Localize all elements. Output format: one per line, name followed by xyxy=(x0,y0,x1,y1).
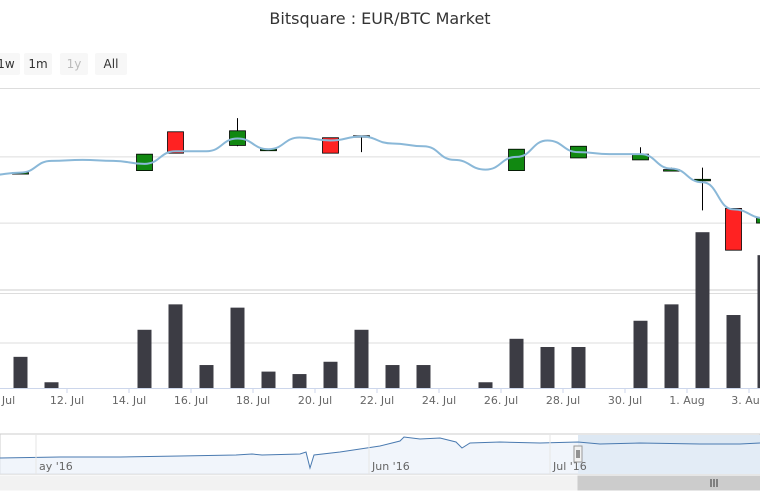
candle-down xyxy=(322,137,339,154)
x-tick-label: 1. Aug xyxy=(669,394,704,407)
volume-bar xyxy=(137,329,152,388)
navigator-scrollbar-track xyxy=(0,475,760,491)
navigator-label: Jul '16 xyxy=(552,460,587,473)
x-tick-label: 14. Jul xyxy=(112,394,146,407)
navigator-handle[interactable] xyxy=(573,445,583,463)
candle-up xyxy=(508,148,525,171)
x-tick-label: 30. Jul xyxy=(608,394,642,407)
navigator-label: Jun '16 xyxy=(371,460,410,473)
x-tick-label: 3. Aug xyxy=(731,394,760,407)
navigator-label: ay '16 xyxy=(39,460,73,473)
sma-series xyxy=(0,135,760,219)
x-tick-label: 20. Jul xyxy=(298,394,332,407)
candle-down xyxy=(167,131,184,154)
volume-bar xyxy=(571,347,586,388)
volume-bar xyxy=(664,304,679,388)
volume-bar xyxy=(354,329,369,388)
navigator[interactable]: ay '16 Jun '16 Jul '16 xyxy=(0,433,760,491)
volume-bar xyxy=(695,232,710,388)
volume-bar xyxy=(261,371,276,388)
volume-bar xyxy=(168,304,183,388)
candle-down xyxy=(725,208,742,251)
navigator-scrollbar-thumb[interactable] xyxy=(577,475,760,491)
volume-bar xyxy=(633,320,648,388)
volume-bar xyxy=(13,356,28,388)
range-button-1y[interactable]: 1y xyxy=(60,53,88,75)
range-button-all[interactable]: All xyxy=(95,53,127,75)
range-button-1m[interactable]: 1m xyxy=(24,53,52,75)
candle-up xyxy=(756,217,760,224)
volume-bar xyxy=(757,255,760,388)
grid-lines xyxy=(0,88,760,389)
volume-bar xyxy=(540,347,555,388)
volume-bar xyxy=(292,374,307,388)
volume-series xyxy=(13,232,760,388)
navigator-line xyxy=(0,436,760,470)
volume-bar xyxy=(726,315,741,388)
x-tick-label: 24. Jul xyxy=(422,394,456,407)
x-tick-label: 12. Jul xyxy=(50,394,84,407)
x-tick-label: 22. Jul xyxy=(360,394,394,407)
x-tick-label: 26. Jul xyxy=(484,394,518,407)
volume-bar xyxy=(44,382,59,388)
x-tick-label: 16. Jul xyxy=(174,394,208,407)
navigator-area xyxy=(0,437,760,474)
candlestick-series xyxy=(12,118,760,251)
volume-bar xyxy=(199,365,214,388)
volume-bar xyxy=(230,307,245,388)
volume-bar xyxy=(416,365,431,388)
range-button-1w[interactable]: 1w xyxy=(0,53,20,75)
volume-bar xyxy=(385,365,400,388)
x-tick-label: 28. Jul xyxy=(546,394,580,407)
x-axis: 12. Jul 14. Jul 16. Jul 18. Jul 20. Jul 22. J… xyxy=(0,388,760,407)
x-tick-label: 18. Jul xyxy=(236,394,270,407)
volume-bar xyxy=(509,338,524,388)
sma-line xyxy=(0,135,760,219)
volume-bar xyxy=(478,382,493,388)
volume-bar xyxy=(323,361,338,388)
x-tick-label: . Jul xyxy=(0,394,15,407)
chart-title: Bitsquare : EUR/BTC Market xyxy=(269,9,491,28)
